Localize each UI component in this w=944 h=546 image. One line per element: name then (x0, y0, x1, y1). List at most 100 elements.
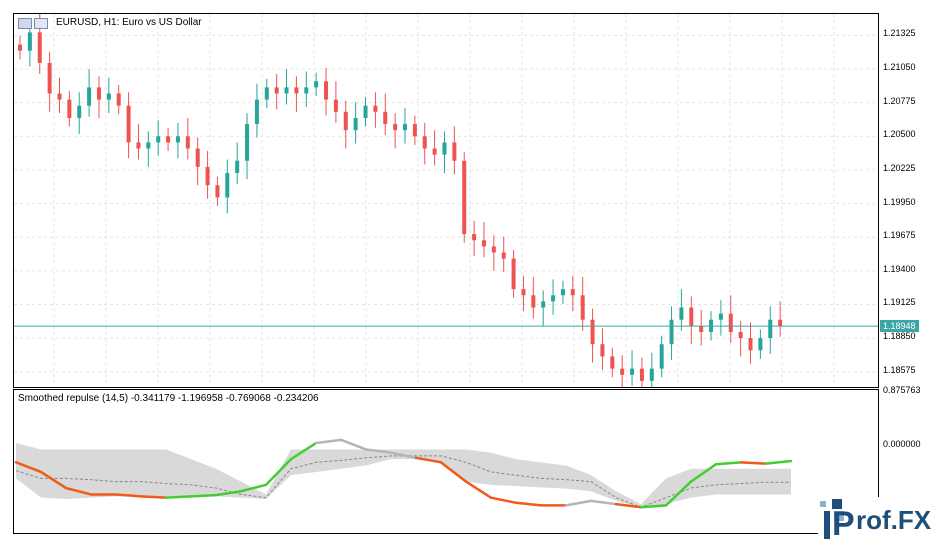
indicator-main-segment (414, 456, 443, 464)
indicator-main-segment (39, 470, 68, 490)
candle-body (166, 136, 171, 143)
candle-body (412, 124, 417, 137)
indicator-main-segment (439, 461, 468, 483)
candle-body (175, 136, 180, 143)
indicator-main-segment (289, 441, 318, 461)
candle-body (403, 124, 407, 131)
indicator-main-segment (139, 495, 168, 499)
indicator-main-segment (589, 499, 618, 506)
candle-body (27, 32, 32, 51)
price-tick-label: 1.18850 (883, 331, 916, 342)
candle-body (373, 105, 378, 112)
candle-body (748, 338, 753, 351)
candle-body (738, 331, 743, 339)
price-tick-label: 1.18575 (883, 364, 916, 375)
price-tick-label: 1.19125 (883, 297, 916, 308)
price-chart-pane[interactable]: EURUSD, H1: Euro vs US Dollar 1.18948 (13, 13, 919, 388)
indicator-main-segment (489, 496, 518, 505)
logo-text: rof.FX (856, 505, 932, 535)
candle-body (699, 325, 704, 332)
price-tick-label: 1.19675 (883, 230, 916, 241)
indicator-signal-line (15, 455, 791, 508)
candle-body (47, 62, 52, 94)
candle-body (659, 344, 664, 369)
candle-body (116, 93, 121, 106)
candle-body (146, 142, 151, 149)
candle-body (689, 307, 694, 326)
indicator-title: Smoothed repulse (14,5) -0.341179 -1.196… (18, 393, 319, 404)
candle-body (422, 136, 427, 149)
candle-body (136, 142, 141, 149)
candle-body (87, 87, 92, 106)
candle-body (343, 111, 348, 131)
candle-body (521, 289, 526, 296)
candle-body (580, 295, 585, 320)
candle-body (472, 234, 477, 241)
indicator-main-segment (239, 483, 268, 493)
candle-body (541, 301, 546, 308)
candle-body (215, 185, 220, 198)
candle-body (245, 124, 250, 161)
indicator-main-segment (739, 461, 768, 465)
candle-body (630, 368, 635, 375)
price-tick-label: 1.19400 (883, 263, 916, 274)
candle-body (679, 307, 684, 320)
candle-body (481, 240, 486, 247)
candle-body (18, 44, 22, 51)
candle-body (156, 136, 161, 143)
indicator-main-segment (564, 499, 593, 507)
price-tick-label: 1.20500 (883, 129, 916, 140)
candle-body (491, 246, 496, 253)
price-tick-label: 1.20775 (883, 95, 916, 106)
candle-body (57, 93, 62, 100)
candle-body (274, 87, 279, 94)
candle-body (333, 99, 338, 112)
profx-logo: P rof.FX (818, 497, 942, 544)
indicator-main-segment (189, 493, 218, 498)
candle-body (590, 319, 595, 345)
price-tick-label: 1.21050 (883, 62, 916, 73)
candle-body (649, 368, 654, 381)
indicator-main-segment (764, 459, 793, 465)
candle-body (254, 99, 259, 125)
indicator-main-segment (64, 486, 93, 496)
candle-body (185, 136, 190, 149)
candle-body (620, 368, 625, 375)
indicator-canvas[interactable] (14, 390, 878, 533)
candle-body (600, 344, 605, 357)
indicator-main-segment (14, 461, 43, 474)
candle-body (106, 93, 111, 100)
indicator-main-segment (164, 495, 193, 499)
candle-body (96, 87, 101, 100)
price-tick-label: 1.19950 (883, 196, 916, 207)
candle-body (610, 356, 615, 369)
price-tick-label: 1.21325 (883, 28, 916, 39)
indicator-main-segment (314, 438, 343, 445)
indicator-main-segment (464, 480, 493, 499)
candle-body (235, 160, 240, 173)
indicator-pane[interactable]: Smoothed repulse (14,5) -0.341179 -1.196… (13, 389, 879, 534)
indicator-main-segment (689, 463, 718, 483)
indicator-band (16, 443, 791, 508)
candle-body (314, 81, 319, 88)
candle-body (383, 111, 388, 125)
candle-body (551, 295, 556, 302)
indicator-main-segment (614, 502, 643, 509)
indicator-main-segment (514, 501, 543, 507)
candle-body (77, 105, 82, 118)
candle-body (718, 313, 723, 320)
indicator-main-segment (389, 451, 418, 460)
candle-body (768, 319, 773, 339)
indicator-main-segment (364, 448, 393, 454)
price-tick-label: 1.20225 (883, 162, 916, 173)
price-chart-canvas[interactable] (14, 14, 878, 387)
chart-trade-icon[interactable] (34, 18, 48, 29)
logo-letter: P (832, 505, 855, 543)
indicator-main-segment (714, 461, 743, 466)
candle-body (570, 289, 575, 296)
candle-body (195, 148, 200, 167)
candle-body (560, 289, 565, 296)
indicator-main-segment (214, 489, 243, 497)
indicator-main-segment (639, 504, 668, 509)
candle-body (778, 319, 783, 326)
